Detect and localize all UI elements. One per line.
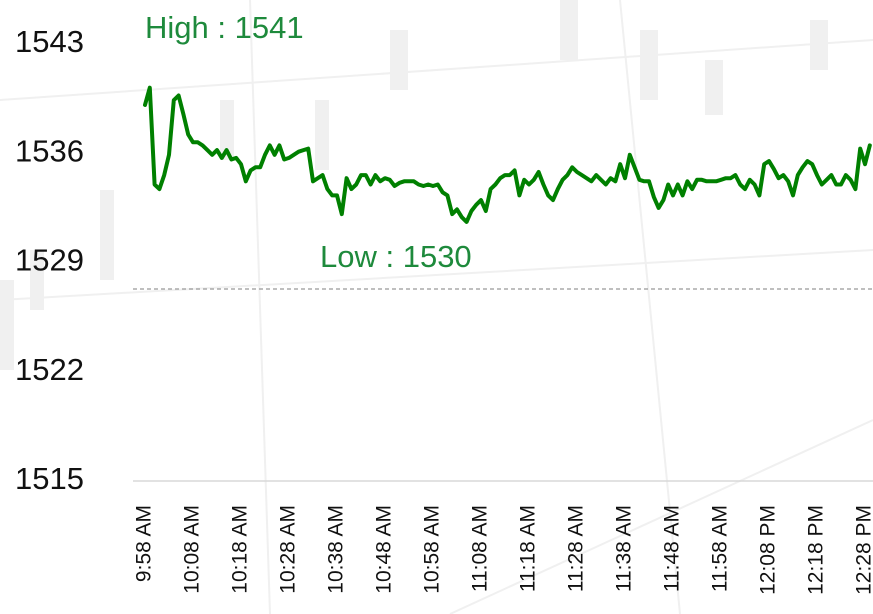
y-tick-label: 1515 [15,461,84,496]
y-tick-label: 1536 [15,133,84,168]
bg-candle [100,190,114,280]
x-tick-label: 11:48 AM [661,505,684,592]
y-tick-label: 1522 [15,352,84,387]
x-tick-label: 11:58 AM [709,505,732,592]
bg-candle [315,100,329,170]
y-tick-label: 1543 [15,24,84,59]
x-tick-label: 11:18 AM [517,505,540,592]
chart: High : 1541 Low : 1530 1515 1522 1529 1536 1… [0,0,873,614]
x-tick-label: 11:28 AM [565,505,588,592]
page: High : 1541 Low : 1530 1515 1522 1529 1536 1… [0,0,873,614]
x-tick-label: 10:58 AM [421,505,444,594]
bg-candle [390,30,408,90]
bg-candle [810,20,828,70]
low-annotation: Low : 1530 [320,239,472,274]
x-tick-label: 12:08 PM [757,505,780,595]
bg-candle [705,60,723,115]
bg-line [250,0,270,614]
bg-line [0,40,873,100]
x-tick-label: 10:38 AM [325,505,348,594]
bg-candle [560,0,578,60]
x-tick-label: 10:08 AM [181,505,204,594]
bg-candle [0,280,14,370]
y-tick-label: 1529 [15,243,84,278]
x-tick-label: 9:58 AM [133,505,156,582]
x-tick-label: 11:08 AM [469,505,492,592]
x-tick-label: 12:18 PM [805,505,828,595]
bg-candle [640,30,658,100]
x-tick-label: 10:48 AM [373,505,396,594]
high-annotation: High : 1541 [145,10,304,45]
x-tick-label: 12:28 PM [853,505,873,595]
x-tick-label: 10:28 AM [277,505,300,594]
x-tick-label: 11:38 AM [613,505,636,592]
x-tick-label: 10:18 AM [229,505,252,594]
